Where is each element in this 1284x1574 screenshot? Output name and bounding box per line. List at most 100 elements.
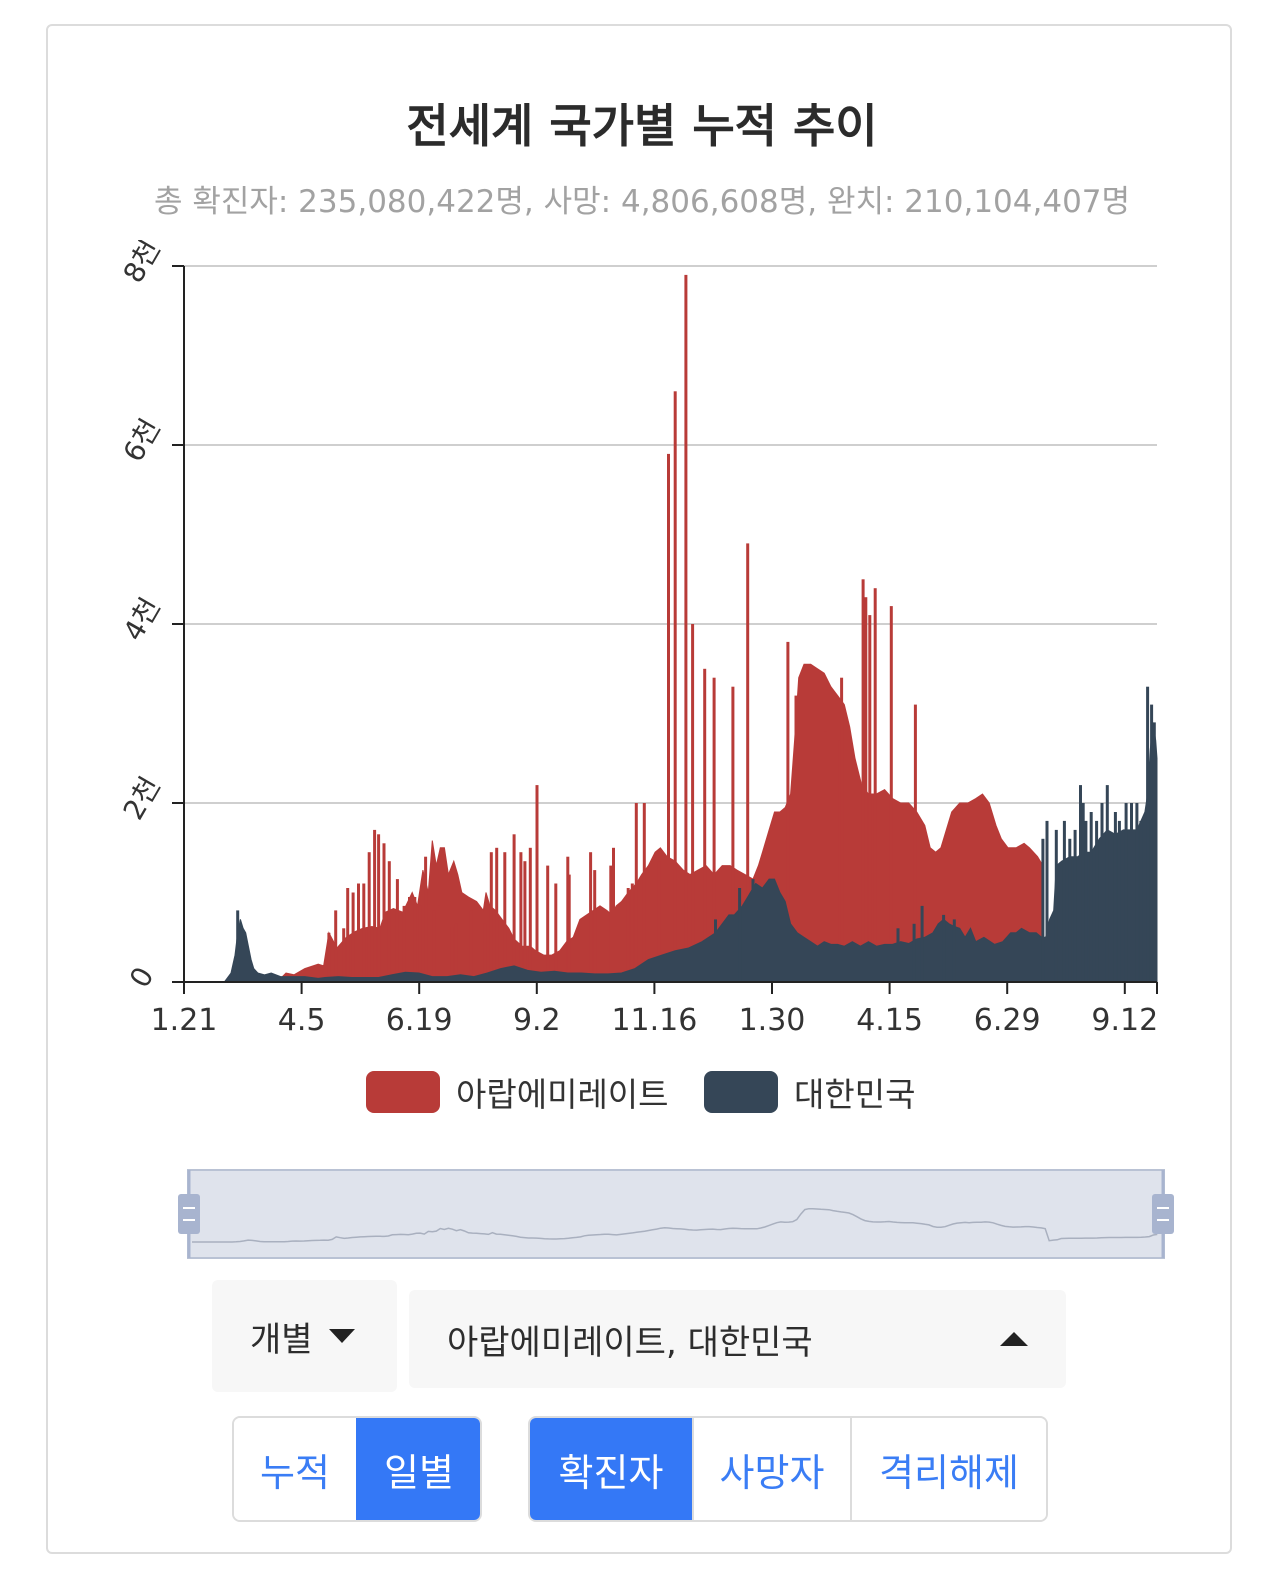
cumulative-button[interactable]: 누적 [234, 1418, 356, 1520]
uae-daily-bar [523, 861, 527, 982]
uae-daily-bar [454, 923, 458, 982]
korea-daily-bar [920, 905, 924, 982]
korea-daily-bar [896, 928, 900, 982]
korea-daily-bar [1117, 820, 1121, 982]
y-tick-label: 0 [123, 961, 160, 993]
korea-daily-bar [1124, 803, 1128, 982]
uae-daily-bar [786, 641, 790, 982]
korea-daily-bar [1062, 820, 1066, 982]
uae-daily-bar [889, 606, 893, 982]
uae-daily-bar [868, 615, 872, 982]
korea-daily-bar [1113, 812, 1117, 982]
confirmed-button[interactable]: 확진자 [530, 1418, 692, 1520]
chevron-up-icon [1000, 1332, 1028, 1346]
korea-daily-bar [1045, 820, 1049, 982]
korea-daily-bar [738, 888, 742, 982]
x-tick-label: 4.5 [278, 1003, 326, 1038]
korea-daily-bar [236, 910, 240, 982]
selected-countries: 아랍에미레이트, 대한민국 [447, 1322, 813, 1363]
uae-daily-bar [667, 453, 670, 982]
legend-item-korea[interactable]: 대한민국 [704, 1068, 915, 1116]
uae-daily-bar [864, 597, 868, 982]
chart-title: 전세계 국가별 누적 추이 [406, 99, 878, 153]
korea-daily-bar [912, 923, 916, 982]
uae-daily-bar [483, 923, 487, 982]
legend-swatch-uae [366, 1071, 440, 1113]
uae-daily-bar [495, 847, 499, 983]
korea-daily-bar [942, 914, 946, 982]
korea-daily-bar [1073, 829, 1077, 982]
uae-daily-bar [402, 905, 406, 982]
uae-daily-bar [367, 852, 371, 982]
country-select[interactable]: 아랍에미레이트, 대한민국 [409, 1290, 1066, 1388]
uae-daily-bar [546, 865, 550, 982]
metric-toggle-group: 확진자 사망자 격리해제 [528, 1416, 1048, 1522]
korea-daily-bar [1089, 812, 1093, 982]
korea-daily-bar [1146, 686, 1150, 982]
chart-legend: 아랍에미레이트 대한민국 [0, 1068, 1284, 1118]
korea-daily-bar [751, 879, 755, 982]
uae-daily-bar [703, 668, 707, 983]
x-tick-label: 1.21 [151, 1003, 218, 1038]
uae-daily-bar [432, 910, 436, 982]
date-range-slider[interactable] [0, 1160, 1284, 1270]
uae-daily-bar [731, 686, 735, 982]
uae-daily-bar [377, 834, 381, 982]
legend-item-uae[interactable]: 아랍에미레이트 [366, 1068, 669, 1116]
korea-daily-bar [1041, 838, 1045, 982]
legend-label-korea: 대한민국 [794, 1075, 916, 1114]
x-tick-label: 6.29 [974, 1003, 1041, 1038]
aggregation-mode-dropdown[interactable]: 개별 [212, 1280, 397, 1392]
daily-button[interactable]: 일별 [356, 1418, 480, 1520]
korea-daily-bar [714, 919, 717, 982]
uae-daily-bar [351, 892, 355, 982]
slider-preview-line [192, 1207, 1158, 1243]
uae-daily-bar [873, 588, 877, 982]
y-tick-label: 8천 [117, 240, 167, 288]
uae-daily-bar [528, 847, 532, 983]
korea-daily-bar [1068, 838, 1072, 982]
uae-daily-bar [609, 865, 613, 982]
korea-daily-bar [1054, 829, 1058, 982]
uae-daily-bar [395, 879, 399, 982]
uae-daily-bar [387, 861, 391, 982]
uae-daily-bar [489, 852, 493, 982]
uae-daily-bar [642, 803, 646, 982]
uae-daily-bar [861, 579, 865, 983]
uae-daily-bar [746, 543, 750, 982]
uae-daily-bar [712, 677, 716, 982]
korea-daily-bar [1150, 704, 1154, 982]
korea-daily-bar [1095, 820, 1099, 982]
uae-daily-bar [373, 829, 377, 982]
x-tick-label: 1.30 [739, 1003, 806, 1038]
aggregation-mode-label: 개별 [250, 1319, 313, 1360]
uae-daily-bar [634, 803, 638, 982]
recovered-button[interactable]: 격리해제 [850, 1418, 1046, 1520]
uae-daily-bar [630, 883, 634, 982]
legend-swatch-korea [704, 1071, 778, 1113]
uae-daily-bar [840, 677, 844, 982]
korea-daily-bar [1152, 722, 1156, 982]
uae-daily-bar [346, 888, 350, 982]
uae-daily-bar [691, 624, 695, 982]
x-tick-label: 4.15 [856, 1003, 923, 1038]
totals-summary: 총 확진자: 235,080,422명, 사망: 4,806,608명, 완치:… [153, 184, 1131, 220]
uae-daily-bar [684, 274, 688, 982]
uae-daily-bar [327, 932, 331, 982]
korea-daily-bar [1105, 785, 1109, 982]
slider-left-handle[interactable] [178, 1194, 200, 1234]
slider-right-handle[interactable] [1152, 1194, 1174, 1234]
uae-daily-bar [567, 874, 571, 982]
uae-daily-bar [554, 883, 558, 982]
uae-daily-bar [794, 695, 798, 982]
deaths-button[interactable]: 사망자 [692, 1418, 850, 1520]
uae-daily-bar [913, 704, 917, 982]
x-tick-label: 9.12 [1091, 1003, 1158, 1038]
uae-daily-bar [824, 731, 827, 982]
x-tick-label: 9.2 [513, 1003, 561, 1038]
uae-daily-bar [424, 856, 428, 982]
korea-daily-area [184, 722, 1158, 983]
legend-label-uae: 아랍에미레이트 [456, 1075, 669, 1114]
uae-daily-bar [334, 910, 338, 982]
uae-daily-bar [612, 847, 615, 983]
